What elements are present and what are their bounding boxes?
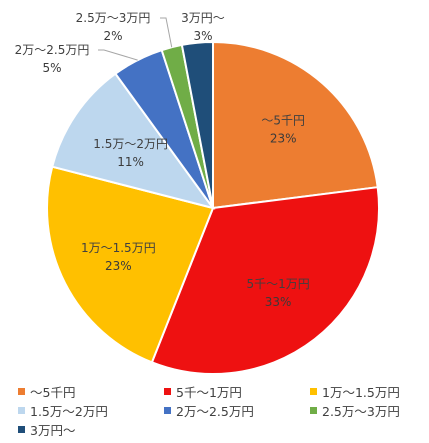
slice-value-label-4: 5%	[42, 61, 61, 75]
legend-swatch-5	[310, 407, 317, 414]
legend-row: 3万円～	[18, 420, 423, 439]
leader-lines	[98, 17, 173, 61]
legend-swatch-4	[164, 407, 171, 414]
pie-slices	[46, 40, 380, 375]
legend-label-0: ～5千円	[30, 385, 76, 400]
pie-slice-2	[46, 165, 215, 364]
pie-slice-6	[180, 40, 214, 209]
legend-swatch-2	[310, 388, 317, 395]
slice-value-label-2: 23%	[105, 259, 132, 273]
leader-line-4	[98, 49, 138, 61]
legend-item-1: 5千～1万円	[164, 382, 310, 401]
legend-label-6: 3万円～	[30, 423, 76, 438]
slice-category-label-0: ～5千円	[261, 113, 305, 127]
slice-category-label-4: 2万～2.5万円	[15, 43, 90, 57]
legend-item-6: 3万円～	[18, 420, 164, 439]
legend-item-3: 1.5万～2万円	[18, 401, 164, 420]
legend-row: 1.5万～2万円 2万～2.5万円 2.5万～3万円	[18, 401, 423, 420]
slice-category-label-3: 1.5万～2万円	[93, 137, 168, 151]
legend-label-2: 1万～1.5万円	[322, 385, 400, 400]
legend: ～5千円 5千～1万円 1万～1.5万円 1.5万～2万円 2万～2.5万円 2…	[18, 382, 423, 439]
slice-value-label-3: 11%	[117, 155, 144, 169]
legend-item-4: 2万～2.5万円	[164, 401, 310, 420]
legend-label-4: 2万～2.5万円	[176, 404, 254, 419]
legend-item-0: ～5千円	[18, 382, 164, 401]
legend-item-2: 1万～1.5万円	[310, 382, 423, 401]
legend-label-5: 2.5万～3万円	[322, 404, 400, 419]
slice-value-label-6: 3%	[193, 29, 212, 43]
slice-labels: ～5千円 23% 5千～1万円 33% 1万～1.5万円 23% 1.5万～2万円 11% 2万…	[15, 11, 310, 309]
slice-value-label-0: 23%	[270, 131, 297, 145]
legend-swatch-1	[164, 388, 171, 395]
pie-slice-1	[150, 186, 380, 375]
pie-slice-0	[212, 40, 379, 210]
slice-category-label-6: 3万円～	[181, 11, 225, 25]
leader-line-5	[160, 17, 173, 48]
legend-label-3: 1.5万～2万円	[30, 404, 108, 419]
legend-swatch-3	[18, 407, 25, 414]
slice-category-label-2: 1万～1.5万円	[81, 241, 156, 255]
legend-swatch-0	[18, 388, 25, 395]
legend-row: ～5千円 5千～1万円 1万～1.5万円	[18, 382, 423, 401]
slice-category-label-5: 2.5万～3万円	[76, 11, 151, 25]
slice-category-label-1: 5千～1万円	[246, 277, 309, 291]
legend-item-5: 2.5万～3万円	[310, 401, 423, 420]
legend-label-1: 5千～1万円	[176, 385, 242, 400]
slice-value-label-1: 33%	[265, 295, 292, 309]
legend-swatch-6	[18, 426, 25, 433]
slice-value-label-5: 2%	[103, 29, 122, 43]
pie-slice-3	[50, 72, 216, 210]
